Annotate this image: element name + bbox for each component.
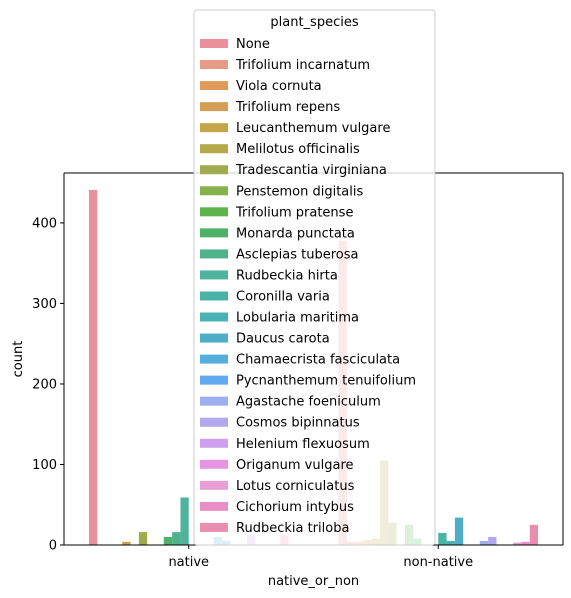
bar-cichorium-intybus-non-native [521,541,530,545]
legend-label: Melilotus officinalis [236,142,360,157]
legend-swatch [200,270,228,280]
legend-label: Agastache foeniculum [236,395,381,410]
legend-label: Pycnanthemum tenuifolium [236,374,416,389]
bar-rudbeckia-hirta-native [180,497,189,545]
legend-label: Lotus corniculatus [236,479,355,494]
y-axis-label: count [11,341,26,378]
legend-swatch [200,396,228,406]
legend-label: Asclepias tuberosa [236,247,359,262]
legend-swatch [200,39,228,48]
y-tick-label: 100 [32,458,57,473]
legend-swatch [200,144,228,154]
legend-swatch [200,417,228,427]
bar-coronilla-varia-non-native [438,532,447,545]
legend-title: plant_species [270,15,358,30]
legend-label: Tradescantia virginiana [235,163,387,178]
bar-cosmos-bipinnatus-non-native [488,536,497,545]
legend-label: Viola cornuta [236,79,322,94]
legend-swatch [200,522,228,532]
legend-label: Chamaecrista fasciculata [236,353,400,368]
bar-asclepias-tuberosa-native [172,532,181,545]
legend-label: Lobularia maritima [236,311,359,326]
legend-swatch [200,375,228,385]
bar-agastache-foeniculum-non-native [479,540,489,545]
legend-label: None [236,37,270,52]
legend-swatch [200,354,228,364]
legend-label: Rudbeckia hirta [236,268,338,283]
legend-label: Cichorium intybus [236,500,354,515]
legend-label: Rudbeckia triloba [236,521,349,536]
legend-swatch [200,123,228,133]
legend-label: Penstemon digitalis [236,184,363,199]
y-tick-label: 300 [32,297,57,312]
bar-none-native [88,189,98,545]
legend-swatch [200,438,228,448]
legend-swatch [200,165,228,175]
bar-tradescantia-virginiana-native [138,532,148,545]
x-axis-label: native_or_non [268,574,359,589]
legend-swatch [200,102,228,112]
bar-lotus-corniculatus-non-native [513,542,522,545]
legend-label: Trifolium repens [235,100,340,115]
bar-monarda-punctata-native [163,536,173,545]
legend-swatch [200,249,228,259]
legend-swatch [200,312,228,322]
y-tick-label: 400 [32,216,57,231]
bar-lobularia-maritima-non-native [446,540,455,545]
legend-swatch [200,501,228,511]
legend-label: Leucanthemum vulgare [236,121,390,136]
x-tick-label: native [168,555,209,570]
legend-swatch [200,291,228,301]
legend-swatch [200,207,228,217]
y-tick-label: 200 [32,377,57,392]
legend-swatch [200,480,228,490]
axes-group: 0 100 200 300 400 native non-native [32,172,564,570]
legend-label: Monarda punctata [236,226,355,241]
legend-swatch [200,81,228,91]
legend-label: Trifolium pratense [235,205,353,220]
legend-label: Origanum vulgare [236,458,354,473]
legend-label: Trifolium incarnatum [235,58,370,73]
legend-swatch [200,228,228,238]
legend-box [193,9,436,546]
legend-swatch [200,333,228,343]
legend-label: Coronilla varia [236,289,330,304]
legend-swatch [200,186,228,196]
legend-swatch [200,60,228,70]
x-tick-label: non-native [403,555,473,570]
legend-label: Cosmos bipinnatus [236,416,360,431]
legend-swatch [200,459,228,469]
legend-label: Daucus carota [236,332,330,347]
bar-leucanthemum-vulgare-native [122,541,131,545]
bar-rudbeckia-triloba-non-native [529,524,539,545]
legend-label: Helenium flexuosum [236,437,370,452]
bar-daucus-carota-non-native [454,517,464,545]
y-tick-label: 0 [49,539,57,554]
